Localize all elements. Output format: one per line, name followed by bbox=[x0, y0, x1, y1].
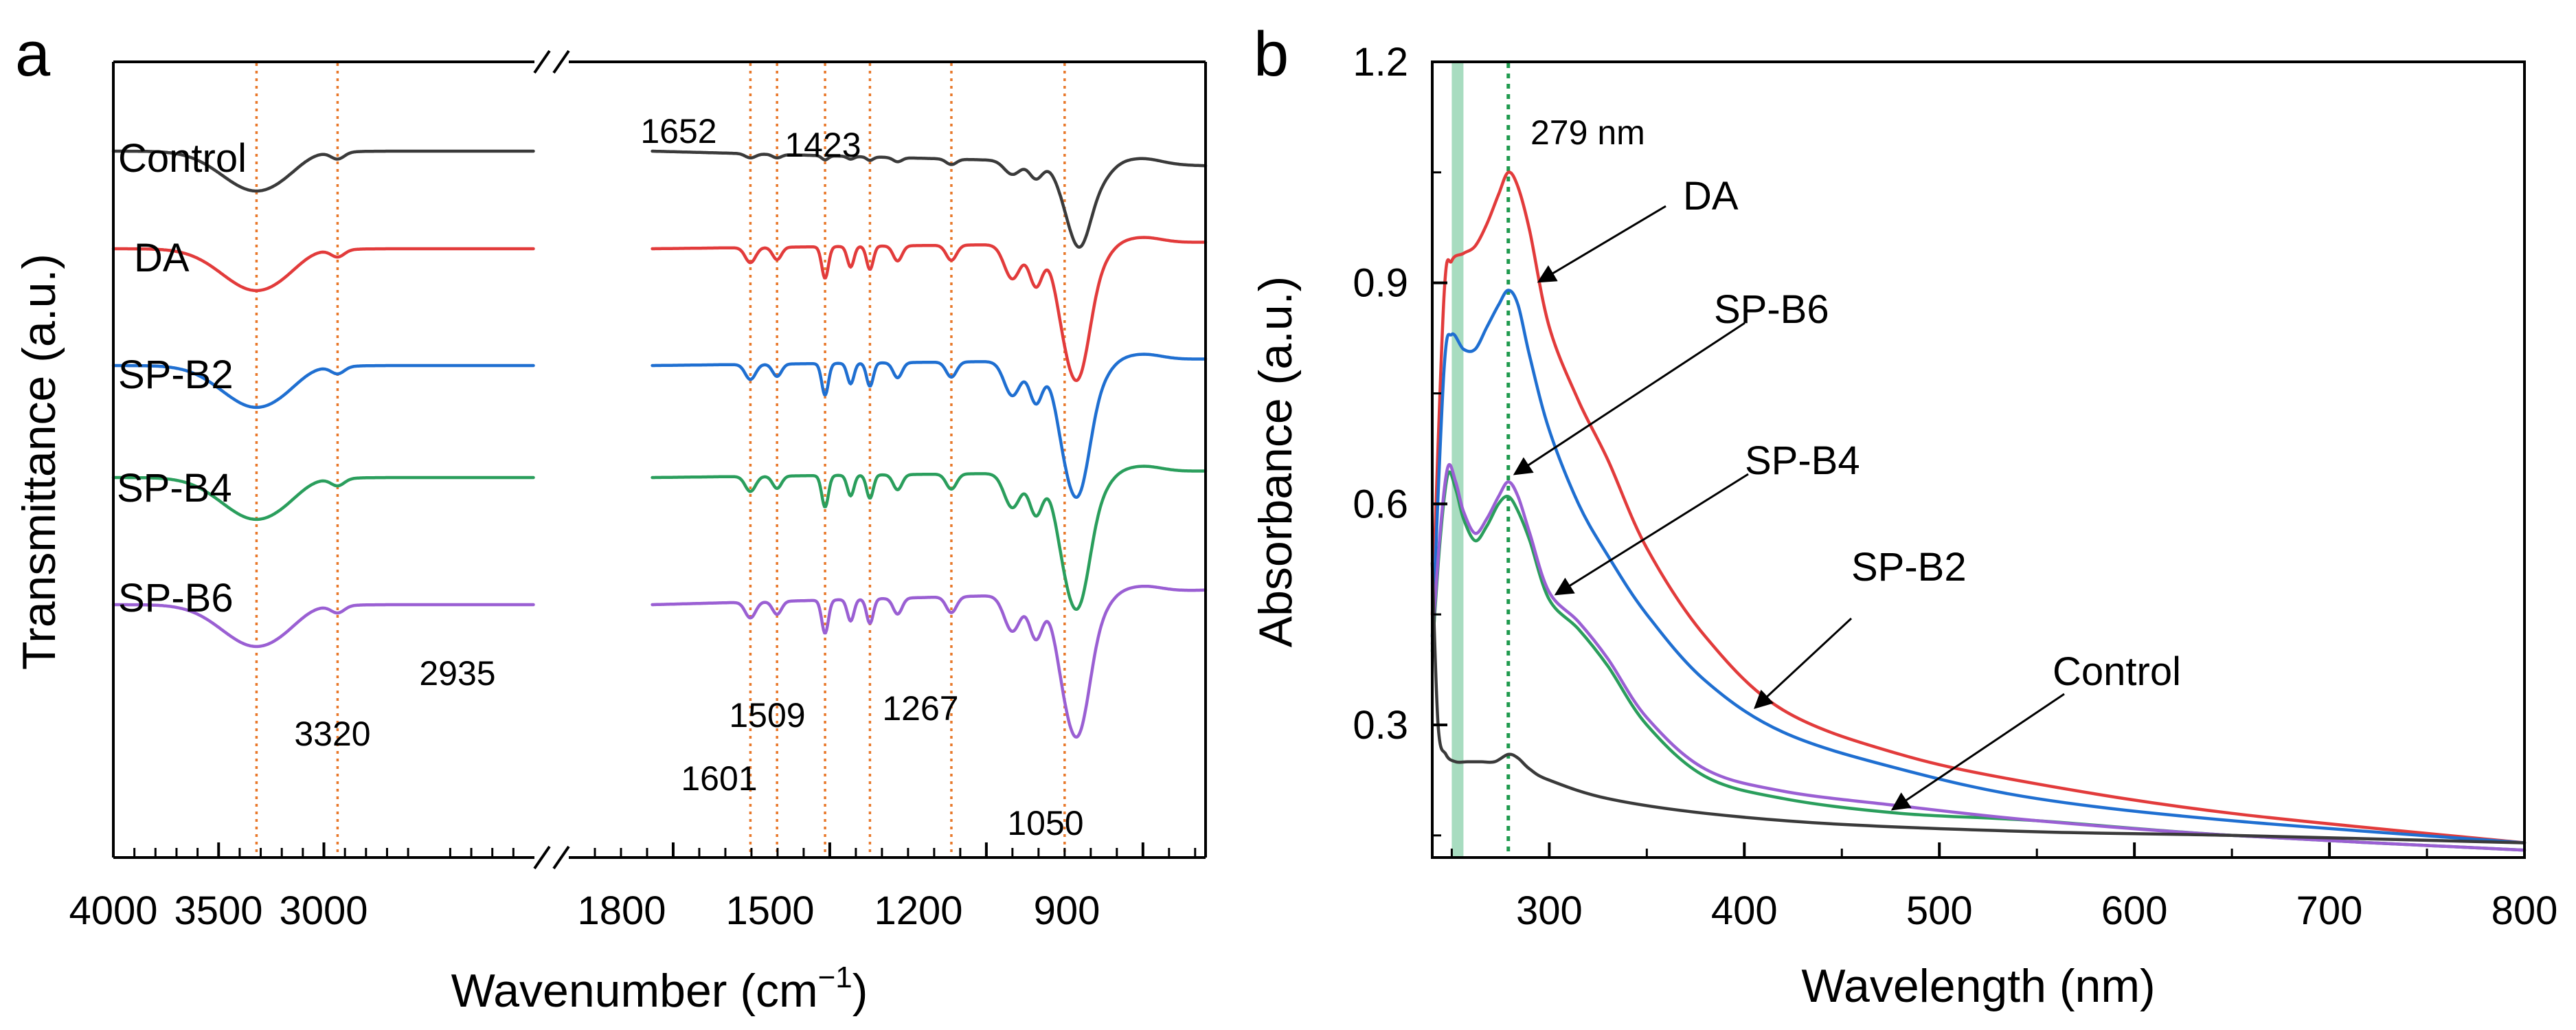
x-tick-label-800: 800 bbox=[2492, 888, 2558, 933]
panel-a-tick-labels: 4000 3500 3000 1800 1500 1200 900 bbox=[69, 888, 1100, 933]
series-label-sp-b2: SP-B2 bbox=[118, 352, 234, 397]
x-tick-label-500: 500 bbox=[1906, 888, 1973, 933]
panel-a-series-labels: Control DA SP-B2 SP-B4 SP-B6 bbox=[117, 136, 247, 620]
panel-label-a: a bbox=[15, 19, 51, 89]
peak-label-1267: 1267 bbox=[882, 689, 958, 728]
uv-curve-sp-b2 bbox=[1430, 463, 2527, 852]
ftir-curve-sp-b6-low bbox=[651, 584, 1208, 739]
y-tick-label-0-3: 0.3 bbox=[1353, 703, 1408, 748]
x-tick-label-600: 600 bbox=[2101, 888, 2168, 933]
y-tick-label-0-9: 0.9 bbox=[1353, 261, 1408, 306]
panel-b-curves bbox=[1430, 170, 2527, 852]
y-tick-label-0-6: 0.6 bbox=[1353, 482, 1408, 526]
x-tick-label-400: 400 bbox=[1711, 888, 1778, 933]
panel-a: a 4000 3500 3000 1800 bbox=[13, 19, 1208, 1017]
uv-curve-da bbox=[1430, 170, 2527, 844]
ftir-curve-sp-b4-high bbox=[111, 475, 535, 522]
peak-label-1601: 1601 bbox=[681, 759, 757, 798]
panel-a-peak-labels: 3320 2935 1652 1601 1509 1423 1267 1050 bbox=[294, 112, 1083, 842]
x-tick-label-300: 300 bbox=[1516, 888, 1583, 933]
panel-b-frame bbox=[1431, 60, 2526, 859]
axis-break-bottom bbox=[533, 845, 570, 870]
panel-a-x-ticks bbox=[112, 842, 1197, 858]
annotation-da: DA bbox=[1683, 174, 1739, 219]
ftir-curve-sp-b2-low bbox=[651, 352, 1208, 500]
panel-b-annotations: DA SP-B6 SP-B4 SP-B2 Control bbox=[1513, 174, 2181, 811]
x-label-superscript: −1 bbox=[818, 961, 852, 994]
uv-curve-sp-b4 bbox=[1430, 470, 2527, 852]
panel-a-x-axis-label: Wavenumber (cm−1) bbox=[451, 961, 868, 1017]
arrow-control bbox=[1890, 693, 2065, 811]
tick-label-3500: 3500 bbox=[174, 888, 262, 933]
annotation-sp-b4: SP-B4 bbox=[1745, 438, 1860, 483]
arrow-sp-b2 bbox=[1754, 617, 1853, 709]
absorption-band bbox=[1451, 62, 1464, 858]
tick-label-900: 900 bbox=[1034, 888, 1100, 933]
ftir-curve-control-low bbox=[651, 149, 1208, 249]
panel-a-curves bbox=[111, 149, 1208, 739]
y-tick-label-1-2: 1.2 bbox=[1353, 40, 1408, 85]
annotation-sp-b6: SP-B6 bbox=[1714, 287, 1829, 332]
tick-label-4000: 4000 bbox=[69, 888, 157, 933]
peak-label-1509: 1509 bbox=[729, 696, 805, 735]
ftir-curve-da-low bbox=[651, 236, 1208, 383]
peak-label-2935: 2935 bbox=[419, 654, 495, 693]
panel-a-y-axis-label: Transmittance (a.u.) bbox=[13, 254, 65, 670]
annotation-control: Control bbox=[2053, 649, 2181, 694]
x-label-main: Wavenumber (cm bbox=[451, 965, 818, 1017]
tick-label-1800: 1800 bbox=[577, 888, 666, 933]
panel-label-b: b bbox=[1254, 19, 1289, 89]
series-label-sp-b4: SP-B4 bbox=[117, 466, 232, 511]
series-label-da: DA bbox=[134, 236, 190, 280]
panel-b-y-axis-label: Absorbance (a.u.) bbox=[1250, 276, 1302, 648]
annotation-sp-b2: SP-B2 bbox=[1851, 545, 1967, 590]
peak-label-1652: 1652 bbox=[640, 112, 716, 150]
tick-label-3000: 3000 bbox=[279, 888, 368, 933]
peak-label-1050: 1050 bbox=[1007, 804, 1083, 842]
arrow-sp-b6 bbox=[1513, 322, 1745, 475]
arrow-sp-b4 bbox=[1554, 473, 1749, 596]
ftir-curve-da-high bbox=[111, 247, 535, 293]
tick-label-1500: 1500 bbox=[725, 888, 814, 933]
panel-b-x-axis-label: Wavelength (nm) bbox=[1801, 960, 2155, 1012]
ftir-curve-sp-b2-high bbox=[111, 363, 535, 410]
series-label-control: Control bbox=[118, 136, 247, 181]
axis-break-top bbox=[533, 49, 570, 74]
tick-label-1200: 1200 bbox=[874, 888, 962, 933]
ftir-curve-control-high bbox=[111, 149, 535, 193]
uv-curve-sp-b6 bbox=[1430, 289, 2527, 844]
series-label-sp-b6: SP-B6 bbox=[118, 576, 234, 620]
ftir-curve-sp-b4-low bbox=[651, 464, 1208, 612]
x-label-close: ) bbox=[852, 965, 868, 1017]
uv-curve-control bbox=[1430, 561, 2527, 844]
panel-b-ticks bbox=[1432, 60, 2526, 858]
ftir-curve-sp-b6-high bbox=[111, 603, 535, 649]
panel-b-y-tick-labels: 0.3 0.6 0.9 1.2 bbox=[1353, 40, 1408, 748]
arrow-da bbox=[1537, 205, 1667, 283]
peak-label-3320: 3320 bbox=[294, 715, 370, 753]
peak-label-1423: 1423 bbox=[784, 126, 861, 164]
x-tick-label-700: 700 bbox=[2296, 888, 2363, 933]
panel-b-x-tick-labels: 300 400 500 600 700 800 bbox=[1516, 888, 2557, 933]
reference-label-279nm: 279 nm bbox=[1530, 113, 1645, 152]
panel-a-reference-lines bbox=[255, 63, 1066, 856]
panel-b: b 279 nm 300 400 500 600 700 800 0.3 0.6… bbox=[1250, 19, 2557, 1012]
